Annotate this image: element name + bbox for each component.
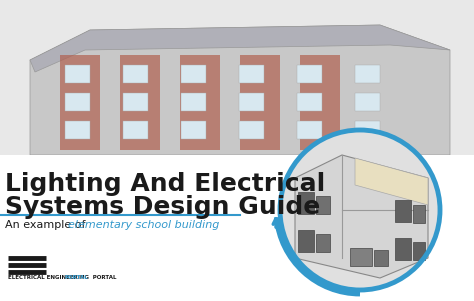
FancyBboxPatch shape xyxy=(239,121,264,139)
FancyBboxPatch shape xyxy=(239,65,264,83)
FancyBboxPatch shape xyxy=(413,242,425,260)
FancyBboxPatch shape xyxy=(316,196,330,214)
FancyBboxPatch shape xyxy=(395,200,411,222)
FancyBboxPatch shape xyxy=(60,55,100,150)
Text: Systems Design Guide: Systems Design Guide xyxy=(5,195,320,219)
FancyBboxPatch shape xyxy=(350,248,372,266)
FancyBboxPatch shape xyxy=(0,155,474,301)
FancyBboxPatch shape xyxy=(316,234,330,252)
FancyBboxPatch shape xyxy=(298,230,314,252)
FancyBboxPatch shape xyxy=(355,93,380,111)
FancyBboxPatch shape xyxy=(355,65,380,83)
Text: elementary school building: elementary school building xyxy=(68,220,219,230)
FancyBboxPatch shape xyxy=(239,93,264,111)
FancyBboxPatch shape xyxy=(123,121,148,139)
Circle shape xyxy=(281,131,439,289)
Text: ELECTRICAL ENGINEERING  PORTAL: ELECTRICAL ENGINEERING PORTAL xyxy=(8,275,117,280)
FancyBboxPatch shape xyxy=(65,121,90,139)
Polygon shape xyxy=(295,155,428,278)
FancyBboxPatch shape xyxy=(297,121,322,139)
FancyBboxPatch shape xyxy=(240,55,280,150)
Polygon shape xyxy=(355,158,428,205)
FancyBboxPatch shape xyxy=(181,65,206,83)
FancyBboxPatch shape xyxy=(298,192,314,214)
FancyBboxPatch shape xyxy=(181,121,206,139)
Polygon shape xyxy=(30,25,450,155)
Text: Lighting And Electrical: Lighting And Electrical xyxy=(5,172,325,196)
FancyBboxPatch shape xyxy=(65,93,90,111)
FancyBboxPatch shape xyxy=(123,93,148,111)
Polygon shape xyxy=(30,25,450,72)
FancyBboxPatch shape xyxy=(297,65,322,83)
FancyBboxPatch shape xyxy=(123,65,148,83)
FancyBboxPatch shape xyxy=(0,0,474,160)
FancyBboxPatch shape xyxy=(180,55,220,150)
Text: PORTAL: PORTAL xyxy=(64,275,88,280)
FancyBboxPatch shape xyxy=(297,93,322,111)
Text: An example of: An example of xyxy=(5,220,89,230)
FancyBboxPatch shape xyxy=(355,121,380,139)
FancyBboxPatch shape xyxy=(120,55,160,150)
FancyBboxPatch shape xyxy=(300,55,340,150)
FancyBboxPatch shape xyxy=(374,250,388,266)
FancyBboxPatch shape xyxy=(181,93,206,111)
FancyBboxPatch shape xyxy=(413,205,425,223)
FancyBboxPatch shape xyxy=(395,238,411,260)
FancyBboxPatch shape xyxy=(65,65,90,83)
